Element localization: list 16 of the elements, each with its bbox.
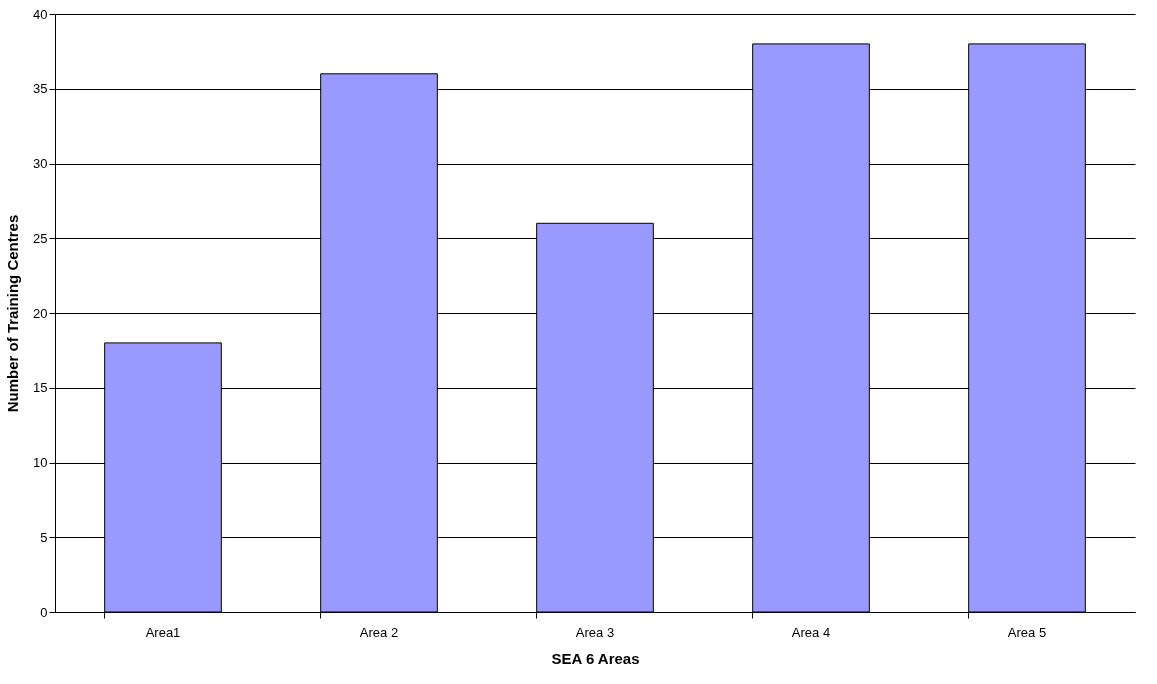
y-tick-label: 10 [33,455,48,470]
y-tick-label: 30 [33,156,48,171]
x-tick-label: Area1 [145,624,181,640]
y-tick-label: 0 [40,604,48,620]
y-axis-title: Number of Training Centres [4,214,22,413]
y-tick-label: 20 [33,305,48,321]
y-tick-label: 25 [33,230,48,246]
x-tick-label: Area 3 [575,624,615,640]
y-tick-label: 40 [33,6,48,22]
x-axis-title: SEA 6 Areas [551,649,640,667]
y-tick-label: 15 [33,380,48,396]
x-tick-label: Area 2 [359,624,399,640]
x-tick-label: Area 4 [791,624,831,640]
x-tick-label: Area 5 [1007,624,1047,640]
y-tick-label: 5 [40,529,48,545]
y-tick-label: 35 [33,81,48,97]
